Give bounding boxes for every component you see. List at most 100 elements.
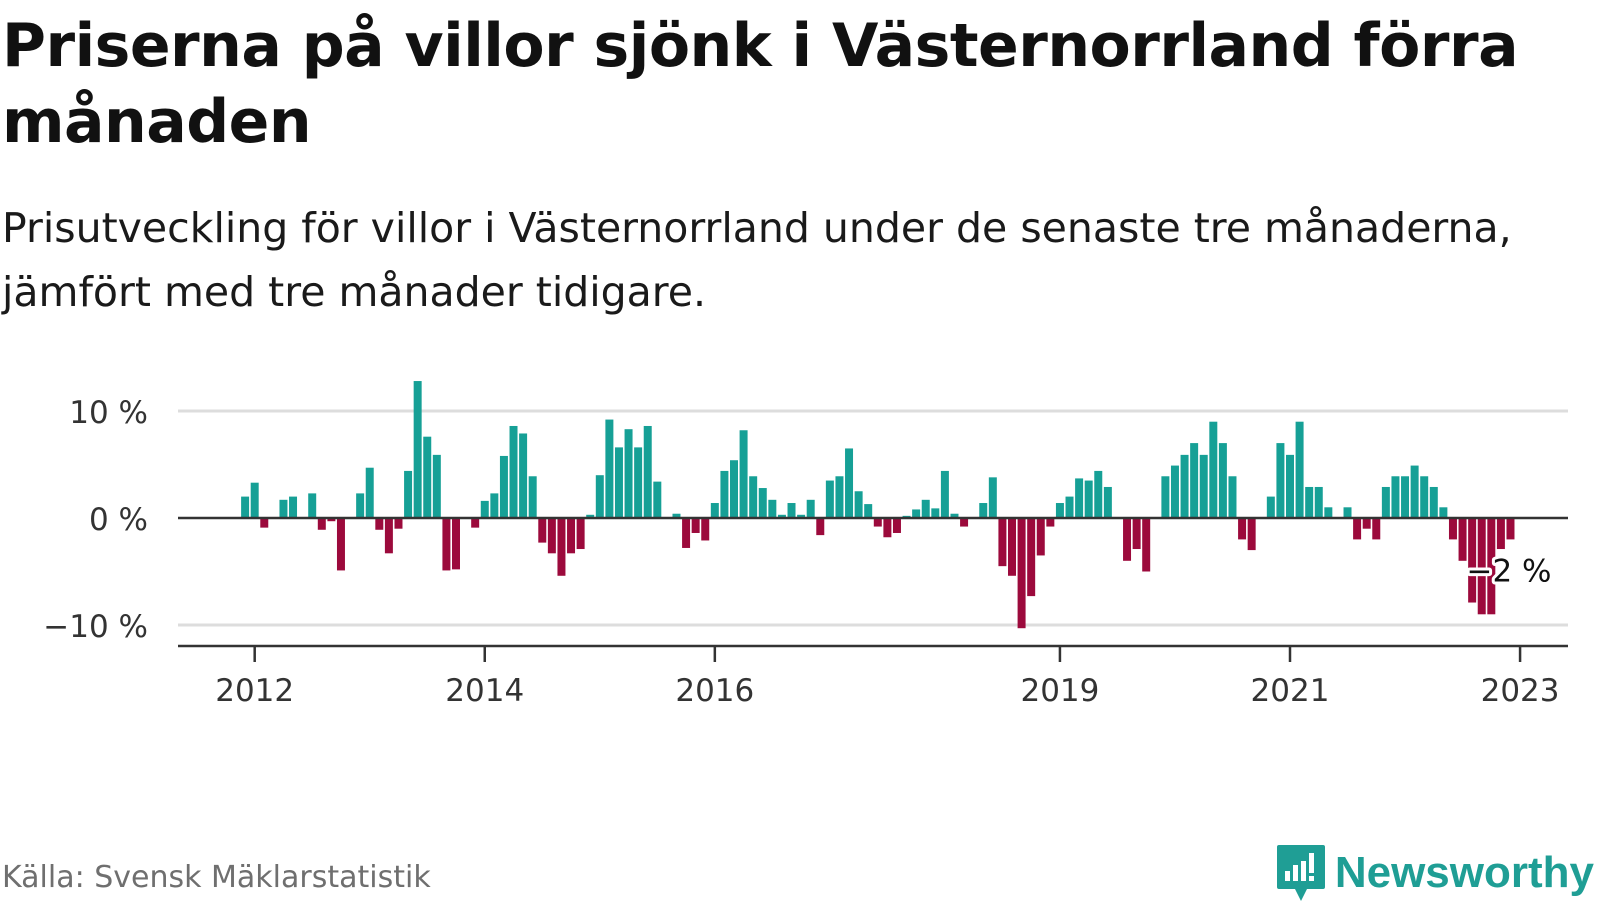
bar — [499, 455, 508, 518]
bar — [557, 518, 566, 576]
bar — [672, 513, 681, 518]
brand-name: Newsworthy — [1334, 848, 1594, 897]
bar — [988, 477, 997, 518]
brand-logo[interactable]: Newsworthy — [1275, 842, 1594, 904]
bar — [1142, 518, 1151, 572]
bar — [950, 513, 959, 518]
chart-title: Priserna på villor sjönk i Västernorrlan… — [2, 11, 1519, 157]
bar — [1429, 486, 1438, 518]
bar — [1123, 518, 1132, 561]
bar — [1055, 503, 1064, 518]
bar — [854, 491, 863, 518]
bar — [586, 514, 595, 518]
bar — [432, 454, 441, 518]
bar — [1477, 518, 1486, 615]
bar — [1391, 476, 1400, 518]
bar — [519, 433, 528, 518]
bar — [777, 514, 786, 518]
bar — [921, 499, 930, 518]
bar — [1305, 486, 1314, 518]
bar — [1075, 478, 1084, 518]
bar — [797, 514, 806, 518]
bar — [1276, 443, 1285, 518]
bar — [1103, 486, 1112, 518]
bar — [423, 436, 432, 518]
bar — [835, 476, 844, 518]
bar — [279, 499, 288, 518]
bar — [1458, 518, 1467, 561]
x-tick-label: 2023 — [1481, 673, 1560, 709]
bar-series — [241, 381, 1515, 629]
source-note: Källa: Svensk Mäklarstatistik — [2, 860, 431, 895]
bar — [912, 509, 921, 518]
bar — [538, 518, 547, 543]
bar — [260, 518, 269, 528]
bar — [749, 476, 758, 518]
bar — [892, 518, 901, 533]
bar — [1161, 476, 1170, 518]
bar — [595, 475, 604, 518]
last-value-label: −2 % — [1466, 553, 1551, 589]
bar — [701, 518, 710, 541]
bar — [1381, 486, 1390, 518]
x-tick-label: 2019 — [1020, 673, 1099, 709]
bar — [356, 493, 365, 518]
y-tick-label: 10 % — [69, 395, 148, 431]
bar — [1372, 518, 1381, 540]
bar — [710, 503, 719, 518]
bar-chart: 10 % 0 % −10 % 2012 2014 2016 2019 2021 2023 −2 … — [43, 381, 1568, 709]
bar — [250, 482, 259, 518]
bar — [739, 430, 748, 518]
bar — [1132, 518, 1141, 550]
bar — [1008, 518, 1016, 576]
bar — [1353, 518, 1362, 540]
bar — [1324, 507, 1333, 518]
bar — [1094, 470, 1103, 518]
bar — [873, 518, 882, 527]
bar — [404, 470, 413, 518]
bar — [336, 518, 345, 571]
bar — [643, 425, 652, 518]
bar — [682, 518, 691, 548]
bar — [365, 467, 374, 518]
bar — [384, 518, 393, 554]
bar — [308, 493, 317, 518]
bar — [998, 518, 1007, 567]
chart-subtitle: Prisutveckling för villor i Västernorrla… — [2, 204, 1512, 316]
bar — [653, 481, 662, 518]
bar — [864, 504, 873, 518]
bar — [509, 425, 518, 518]
bar — [1046, 518, 1055, 527]
bar — [1247, 518, 1256, 551]
bar — [825, 480, 834, 518]
bar — [567, 518, 576, 554]
bar — [1286, 454, 1294, 518]
bar — [241, 496, 250, 518]
bar — [528, 476, 537, 518]
bar — [327, 518, 336, 522]
bar — [1410, 465, 1419, 518]
bar — [979, 503, 988, 518]
bar — [1420, 476, 1429, 518]
bar — [1180, 454, 1189, 518]
bar — [1036, 518, 1045, 556]
bar — [317, 518, 326, 530]
axis-labels: 10 % 0 % −10 % 2012 2014 2016 2019 2021 2023 — [43, 395, 1559, 709]
bar — [1209, 421, 1218, 518]
bar — [375, 518, 384, 530]
bar — [624, 429, 633, 518]
bar — [1238, 518, 1247, 540]
bar — [1065, 496, 1074, 518]
bar — [605, 419, 614, 518]
bar — [1487, 518, 1496, 615]
bar — [1218, 443, 1227, 518]
bar — [1343, 507, 1352, 518]
bar — [1190, 443, 1199, 518]
bar — [806, 499, 815, 518]
newsworthy-logo-icon — [1276, 845, 1325, 901]
bar — [1266, 496, 1275, 518]
bar — [1439, 507, 1448, 518]
bar — [1027, 518, 1036, 597]
bar — [547, 518, 556, 554]
bar — [1295, 421, 1304, 518]
